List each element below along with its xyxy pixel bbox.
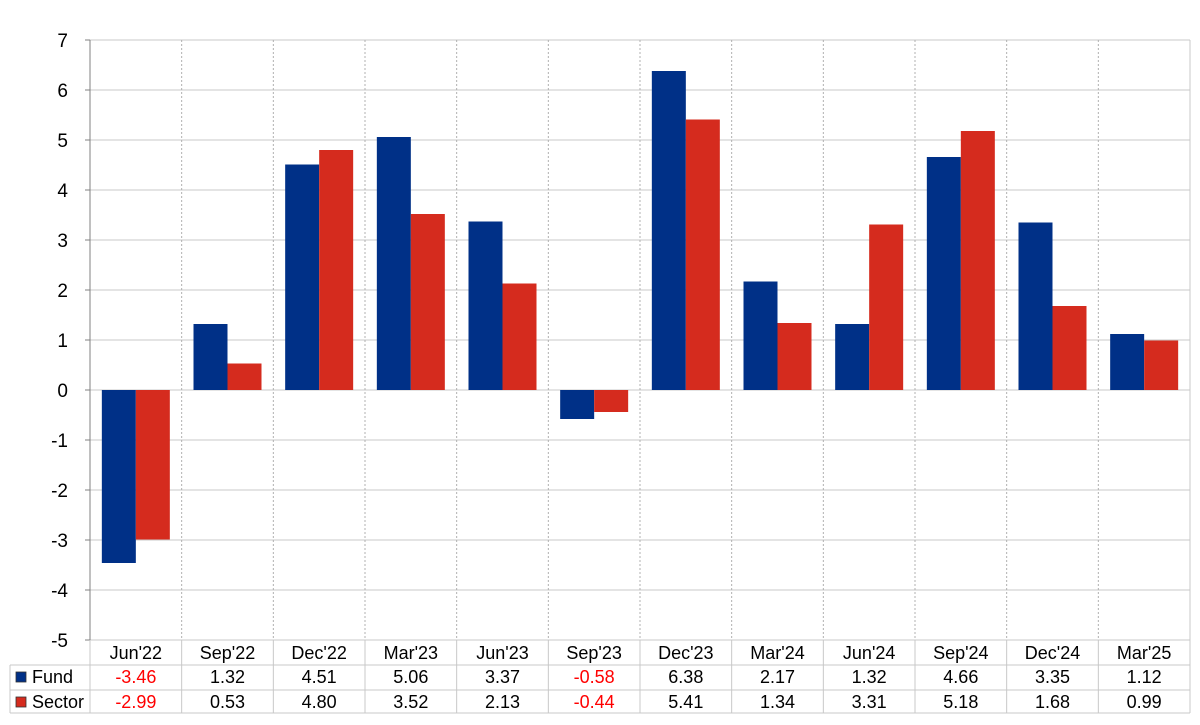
bar-sector-0	[135, 390, 170, 540]
bar-sector-4	[502, 283, 537, 390]
y-tick-label: -4	[51, 581, 68, 602]
bars	[101, 71, 1179, 563]
category-label: Jun'24	[843, 643, 895, 663]
y-tick-label: -2	[51, 481, 68, 502]
bar-fund-4	[468, 221, 503, 390]
data-label-fund: 3.35	[1035, 667, 1070, 687]
data-label-fund: 3.37	[485, 667, 520, 687]
grid-lines	[90, 39, 1191, 641]
bar-sector-3	[410, 214, 445, 390]
bar-sector-7	[777, 323, 812, 390]
bar-sector-1	[227, 363, 262, 390]
data-label-fund: -3.46	[115, 667, 156, 687]
data-label-sector: 4.80	[302, 692, 337, 712]
legend-label-sector: Sector	[32, 692, 84, 712]
data-label-fund: 1.32	[852, 667, 887, 687]
category-label: Sep'24	[933, 643, 989, 663]
bar-fund-9	[926, 157, 961, 390]
bar-fund-3	[376, 137, 411, 390]
data-label-fund: 5.06	[393, 667, 428, 687]
data-label-fund: 6.38	[668, 667, 703, 687]
data-label-sector: 0.99	[1127, 692, 1162, 712]
y-tick-label: 1	[57, 331, 68, 352]
y-tick-label: 2	[57, 281, 68, 302]
bar-sector-8	[869, 224, 904, 390]
y-tick-label: 6	[57, 81, 68, 102]
bar-fund-11	[1110, 334, 1145, 390]
data-label-sector: 3.31	[852, 692, 887, 712]
category-label: Mar'23	[384, 643, 438, 663]
bar-sector-10	[1052, 306, 1087, 390]
bar-sector-5	[594, 390, 629, 412]
category-label: Sep'23	[566, 643, 622, 663]
y-tick-label: -1	[51, 431, 68, 452]
bar-fund-5	[560, 390, 595, 419]
category-label: Dec'24	[1025, 643, 1080, 663]
data-label-fund: 2.17	[760, 667, 795, 687]
category-label: Jun'23	[476, 643, 528, 663]
category-label: Jun'22	[110, 643, 162, 663]
data-table: Jun'22 Sep'22 Dec'22 Mar'23 Jun'23 Sep'23 Dec'…	[9, 640, 1191, 714]
y-tick-label: 0	[57, 381, 68, 402]
y-axis: -5 -4 -3 -2 -1 0 1 2 3 4 5 6 7	[51, 31, 91, 652]
category-label: Mar'24	[750, 643, 804, 663]
data-label-sector: 3.52	[393, 692, 428, 712]
y-tick-label: 5	[57, 131, 68, 152]
bar-fund-8	[835, 324, 870, 390]
data-label-sector: -2.99	[115, 692, 156, 712]
y-tick-label: 3	[57, 231, 68, 252]
data-label-fund: 1.32	[210, 667, 245, 687]
category-label: Sep'22	[200, 643, 256, 663]
bar-sector-2	[319, 150, 354, 390]
data-label-sector: -0.44	[574, 692, 615, 712]
y-tick-label: -3	[51, 531, 68, 552]
category-label: Mar'25	[1117, 643, 1171, 663]
data-label-fund: -0.58	[574, 667, 615, 687]
legend-label-fund: Fund	[32, 667, 73, 687]
category-label: Dec'23	[658, 643, 713, 663]
bar-sector-11	[1144, 340, 1179, 390]
bar-sector-9	[960, 131, 995, 390]
y-tick-label: 4	[57, 181, 68, 202]
data-label-fund: 4.66	[943, 667, 978, 687]
legend-swatch-fund	[15, 671, 27, 683]
data-label-sector: 1.34	[760, 692, 795, 712]
bar-fund-2	[285, 164, 320, 390]
bar-fund-0	[101, 390, 136, 563]
bar-fund-1	[193, 324, 228, 390]
data-label-sector: 0.53	[210, 692, 245, 712]
data-label-sector: 1.68	[1035, 692, 1070, 712]
data-label-sector: 5.41	[668, 692, 703, 712]
bar-fund-7	[743, 281, 778, 390]
data-label-sector: 2.13	[485, 692, 520, 712]
data-label-fund: 4.51	[302, 667, 337, 687]
category-label: Dec'22	[291, 643, 346, 663]
bar-fund-6	[651, 71, 686, 390]
y-tick-label: -5	[51, 631, 68, 652]
data-label-sector: 5.18	[943, 692, 978, 712]
bar-sector-6	[685, 119, 720, 390]
bar-fund-10	[1018, 222, 1053, 390]
legend-swatch-sector	[15, 696, 27, 708]
data-label-fund: 1.12	[1127, 667, 1162, 687]
y-tick-label: 7	[57, 31, 68, 52]
